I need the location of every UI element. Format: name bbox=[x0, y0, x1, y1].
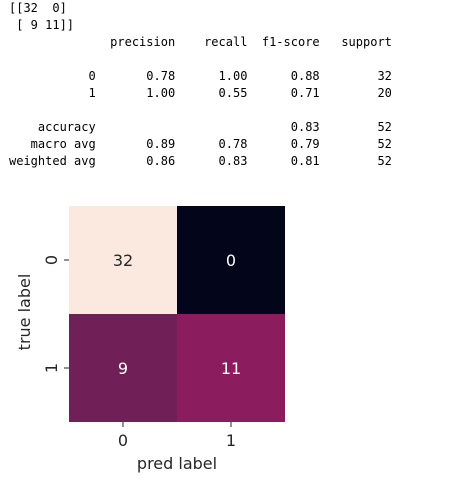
report-blank-line bbox=[9, 102, 392, 119]
console-output: [[32 0] [ 9 11]] precision recall f1-sco… bbox=[9, 0, 392, 170]
report-row-class-1: 1 1.00 0.55 0.71 20 bbox=[9, 86, 392, 100]
x-tick-label-0: 0 bbox=[118, 431, 128, 450]
y-tick-label-0: 0 bbox=[42, 255, 61, 265]
report-header: precision recall f1-score support bbox=[9, 35, 392, 49]
report-row-accuracy: accuracy 0.83 52 bbox=[9, 120, 392, 134]
heatmap-annotations: 32 0 9 11 bbox=[113, 251, 241, 378]
y-tick-label-1: 1 bbox=[42, 363, 61, 373]
console-line-matrix-row-1: [ 9 11]] bbox=[9, 18, 75, 32]
heatmap-cells bbox=[69, 206, 285, 422]
console-line-matrix-row-0: [[32 0] bbox=[9, 1, 67, 15]
heatmap-cell-0-0 bbox=[69, 206, 177, 314]
heatmap-value-0-1: 0 bbox=[226, 251, 236, 270]
heatmap-value-0-0: 32 bbox=[113, 251, 133, 270]
report-row-weighted-avg: weighted avg 0.86 0.83 0.81 52 bbox=[9, 154, 392, 168]
report-row-macro-avg: macro avg 0.89 0.78 0.79 52 bbox=[9, 137, 392, 151]
heatmap-cell-1-1 bbox=[177, 314, 285, 422]
y-axis-ticks: 01 bbox=[42, 255, 69, 373]
x-tick-label-1: 1 bbox=[226, 431, 236, 450]
y-axis-label: true label bbox=[15, 274, 34, 351]
x-axis-label: pred label bbox=[137, 454, 217, 473]
heatmap-value-1-1: 11 bbox=[221, 359, 241, 378]
report-blank-line bbox=[9, 51, 392, 68]
heatmap-cell-1-0 bbox=[69, 314, 177, 422]
heatmap-cell-0-1 bbox=[177, 206, 285, 314]
heatmap-value-1-0: 9 bbox=[118, 359, 128, 378]
report-row-class-0: 0 0.78 1.00 0.88 32 bbox=[9, 69, 392, 83]
